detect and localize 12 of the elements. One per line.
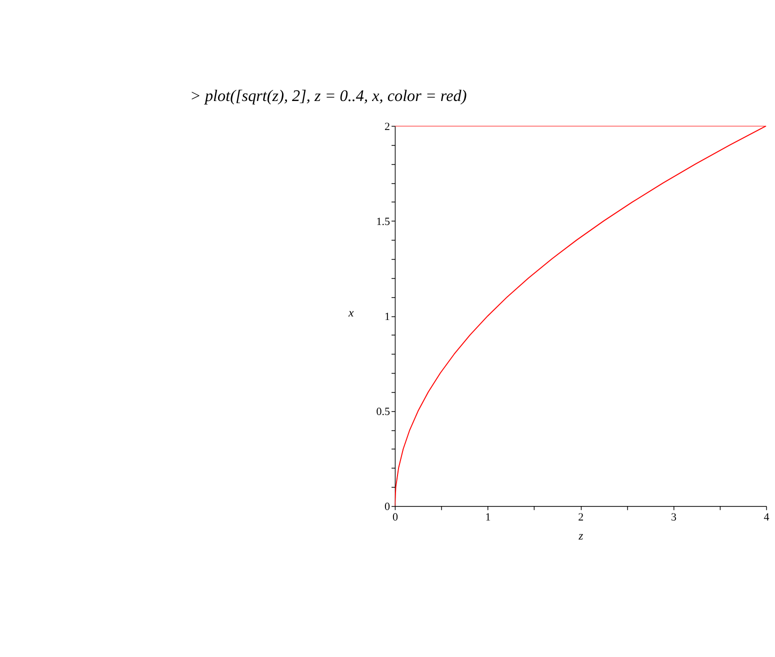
x-tick-label: 4 bbox=[764, 511, 770, 524]
x-axis-title: z bbox=[578, 530, 584, 542]
y-tick-label: 1 bbox=[384, 311, 390, 324]
y-axis-title: x bbox=[347, 306, 354, 320]
x-tick-label: 2 bbox=[578, 511, 584, 524]
x-tick-label: 1 bbox=[485, 511, 491, 524]
y-tick-label: 1.5 bbox=[376, 216, 391, 228]
y-tick-label: 0 bbox=[384, 501, 391, 514]
y-tick-label: 2 bbox=[384, 120, 390, 133]
chart-title: > plot([sqrt(z), 2], z = 0..4, x, color = red) bbox=[190, 88, 467, 105]
x-tick-label: 3 bbox=[670, 511, 677, 524]
y-tick-label: 0.5 bbox=[376, 406, 391, 418]
